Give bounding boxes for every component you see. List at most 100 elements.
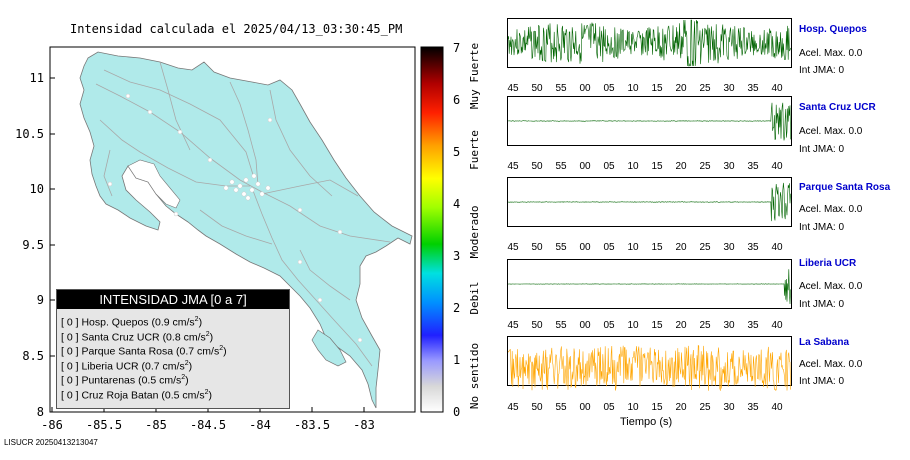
time-tick: 55 <box>555 83 567 94</box>
map-x-tick: -83.5 <box>294 418 330 432</box>
time-tick: 25 <box>699 83 711 94</box>
time-tick: 35 <box>747 161 759 172</box>
waveform <box>508 345 791 391</box>
time-axis: 45 50 55 00 05 10 15 20 25 30 35 40 <box>507 161 797 173</box>
trace-panel <box>507 18 792 68</box>
colorbar-tick: 7 <box>453 41 460 55</box>
trace-panel <box>507 96 792 146</box>
time-tick: 00 <box>579 242 591 253</box>
waveform-trace <box>508 182 791 222</box>
station-max-accel: Acel. Max. 0.0 <box>799 48 863 59</box>
station-jma-intensity: Int JMA: 0 <box>799 299 845 310</box>
time-tick: 20 <box>675 83 687 94</box>
map-x-tick: -86 <box>41 418 63 432</box>
time-axis-label: Tiempo (s) <box>620 416 673 428</box>
colorbar-ticks: 0 1 2 3 4 5 6 7 <box>453 41 460 419</box>
time-tick: 50 <box>531 242 543 253</box>
time-tick: 50 <box>531 83 543 94</box>
waveform-trace <box>508 269 791 305</box>
legend-list: [ 0 ] Hosp. Quepos (0.9 cm/s2) [ 0 ] San… <box>57 309 289 401</box>
legend-item: [ 0 ] Cruz Roja Batan (0.5 cm/s2) <box>61 388 212 402</box>
time-tick: 15 <box>651 402 663 413</box>
time-tick: 40 <box>771 402 783 413</box>
time-tick: 15 <box>651 161 663 172</box>
station-max-accel: Acel. Max. 0.0 <box>799 126 863 137</box>
waveform <box>508 19 791 67</box>
time-tick: 30 <box>723 320 735 331</box>
station-max-accel: Acel. Max. 0.0 <box>799 204 863 215</box>
time-tick: 50 <box>531 320 543 331</box>
time-tick: 00 <box>579 320 591 331</box>
time-tick: 05 <box>603 242 615 253</box>
time-tick: 55 <box>555 161 567 172</box>
map-x-tick: -85.5 <box>86 418 122 432</box>
time-tick: 40 <box>771 320 783 331</box>
road-network <box>95 61 391 367</box>
station-jma-intensity: Int JMA: 0 <box>799 222 845 233</box>
station-max-accel: Acel. Max. 0.0 <box>799 281 863 292</box>
map-y-tick: 10.5 <box>15 127 44 141</box>
colorbar-tick: 3 <box>453 249 460 263</box>
colorbar-tick: 5 <box>453 145 460 159</box>
time-tick: 45 <box>507 402 519 413</box>
time-tick: 00 <box>579 402 591 413</box>
time-tick: 15 <box>651 242 663 253</box>
gulf-of-nicoya <box>127 159 181 209</box>
time-axis: 45 50 55 00 05 10 15 20 25 30 35 40 <box>507 402 797 414</box>
map-y-tick: 11 <box>30 71 44 85</box>
legend-item: [ 0 ] Hosp. Quepos (0.9 cm/s2) <box>61 316 203 329</box>
waveform-trace <box>508 345 791 391</box>
legend-item: [ 0 ] Santa Cruz UCR (0.8 cm/s2) <box>61 330 214 344</box>
time-tick: 50 <box>531 161 543 172</box>
colorbar-category: Moderado <box>468 206 481 259</box>
trace-panel <box>507 259 792 309</box>
time-tick: 35 <box>747 320 759 331</box>
map-y-tick: 8.5 <box>22 349 44 363</box>
time-tick: 20 <box>675 402 687 413</box>
map-y-ticks: 11 10.5 10 9.5 9 8.5 8 <box>15 71 44 419</box>
time-tick: 05 <box>603 320 615 331</box>
map-y-tick: 9 <box>37 293 44 307</box>
time-tick: 55 <box>555 402 567 413</box>
colorbar-category: Fuerte <box>468 130 481 170</box>
station-jma-intensity: Int JMA: 0 <box>799 65 845 76</box>
trace-panel <box>507 336 792 391</box>
station-max-accel: Acel. Max. 0.0 <box>799 359 863 370</box>
time-tick: 05 <box>603 402 615 413</box>
time-tick: 20 <box>675 161 687 172</box>
time-tick: 30 <box>723 161 735 172</box>
map-x-tick: -84 <box>249 418 271 432</box>
colorbar-tick: 6 <box>453 93 460 107</box>
map-x-ticks: -86 -85.5 -85 -84.5 -84 -83.5 -83 <box>41 418 375 432</box>
time-tick: 25 <box>699 161 711 172</box>
map-x-tick: -85 <box>145 418 167 432</box>
time-tick: 05 <box>603 83 615 94</box>
time-tick: 25 <box>699 242 711 253</box>
time-tick: 45 <box>507 161 519 172</box>
map-y-tick: 10 <box>30 182 44 196</box>
time-tick: 40 <box>771 242 783 253</box>
station-name: Santa Cruz UCR <box>799 102 876 113</box>
time-tick: 25 <box>699 320 711 331</box>
time-tick: 20 <box>675 320 687 331</box>
station-jma-intensity: Int JMA: 0 <box>799 376 845 387</box>
time-tick: 30 <box>723 402 735 413</box>
time-tick: 55 <box>555 320 567 331</box>
time-tick: 00 <box>579 83 591 94</box>
time-tick: 35 <box>747 402 759 413</box>
station-jma-intensity: Int JMA: 0 <box>799 144 845 155</box>
time-tick: 45 <box>507 83 519 94</box>
station-name: La Sabana <box>799 337 850 348</box>
time-tick: 35 <box>747 242 759 253</box>
legend-item: [ 0 ] Liberia UCR (0.7 cm/s2) <box>61 359 193 373</box>
waveform <box>508 182 791 222</box>
colorbar-tick: 1 <box>453 353 460 367</box>
time-tick: 15 <box>651 320 663 331</box>
legend-item: [ 0 ] Parque Santa Rosa (0.7 cm/s2) <box>61 345 227 358</box>
station-name: Parque Santa Rosa <box>799 182 891 193</box>
time-tick: 30 <box>723 242 735 253</box>
colorbar-category: Debil <box>468 281 481 314</box>
colorbar-categories: No sentido Debil Moderado Fuerte Muy Fue… <box>468 43 481 409</box>
legend-title: INTENSIDAD JMA [0 a 7] <box>57 290 289 309</box>
